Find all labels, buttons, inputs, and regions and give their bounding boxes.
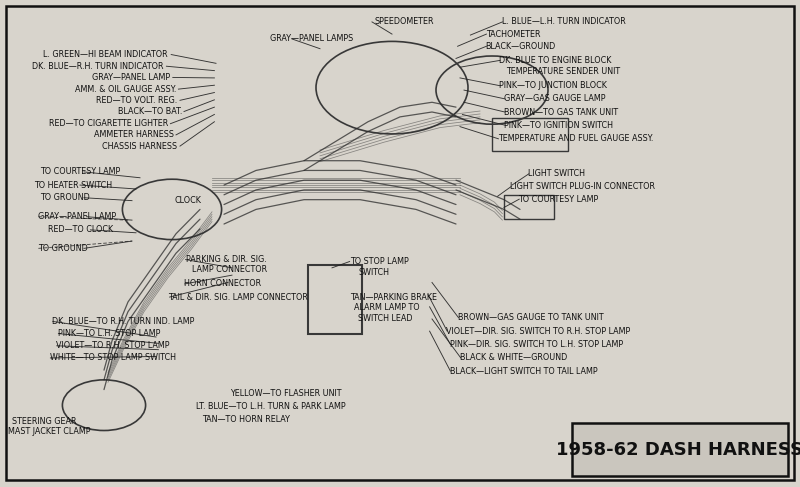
Text: TAN—PARKING BRAKE: TAN—PARKING BRAKE: [350, 293, 438, 301]
Text: LAMP CONNECTOR: LAMP CONNECTOR: [192, 265, 267, 274]
Text: SWITCH: SWITCH: [358, 268, 390, 277]
Text: RED—TO CLOCK: RED—TO CLOCK: [48, 225, 113, 234]
Text: TAN—TO HORN RELAY: TAN—TO HORN RELAY: [202, 415, 290, 424]
Text: VIOLET—TO R.H. STOP LAMP: VIOLET—TO R.H. STOP LAMP: [56, 341, 170, 350]
Text: GRAY—PANEL LAMP: GRAY—PANEL LAMP: [92, 73, 170, 82]
Text: DK. BLUE—R.H. TURN INDICATOR: DK. BLUE—R.H. TURN INDICATOR: [33, 62, 164, 71]
Bar: [492, 118, 568, 151]
Text: L. GREEN—HI BEAM INDICATOR: L. GREEN—HI BEAM INDICATOR: [43, 50, 168, 59]
Text: BROWN—GAS GAUGE TO TANK UNIT: BROWN—GAS GAUGE TO TANK UNIT: [458, 313, 603, 322]
Text: BLACK—TO BAT.: BLACK—TO BAT.: [118, 107, 182, 116]
Text: PINK—DIR. SIG. SWITCH TO L.H. STOP LAMP: PINK—DIR. SIG. SWITCH TO L.H. STOP LAMP: [450, 340, 622, 349]
Text: HORN CONNECTOR: HORN CONNECTOR: [184, 280, 261, 288]
Text: SPEEDOMETER: SPEEDOMETER: [374, 18, 434, 26]
Text: PINK—TO L.H. STOP LAMP: PINK—TO L.H. STOP LAMP: [58, 329, 160, 338]
Text: CHASSIS HARNESS: CHASSIS HARNESS: [102, 142, 178, 150]
Text: AMM. & OIL GAUGE ASSY.: AMM. & OIL GAUGE ASSY.: [74, 85, 176, 94]
Text: LT. BLUE—TO L.H. TURN & PARK LAMP: LT. BLUE—TO L.H. TURN & PARK LAMP: [196, 402, 346, 411]
Text: TAIL & DIR. SIG. LAMP CONNECTOR: TAIL & DIR. SIG. LAMP CONNECTOR: [168, 293, 308, 301]
Text: SWITCH LEAD: SWITCH LEAD: [358, 314, 412, 322]
Bar: [308, 265, 362, 334]
Text: AMMETER HARNESS: AMMETER HARNESS: [94, 131, 174, 139]
Text: CLOCK: CLOCK: [174, 196, 202, 205]
Text: TACHOMETER: TACHOMETER: [486, 30, 540, 38]
Text: MAST JACKET CLAMP: MAST JACKET CLAMP: [8, 428, 90, 436]
Text: TO STOP LAMP: TO STOP LAMP: [350, 257, 408, 266]
Text: TEMPERATURE SENDER UNIT: TEMPERATURE SENDER UNIT: [506, 67, 620, 75]
Text: WHITE—TO STOP LAMP SWITCH: WHITE—TO STOP LAMP SWITCH: [50, 354, 176, 362]
Text: BLACK & WHITE—GROUND: BLACK & WHITE—GROUND: [460, 354, 567, 362]
Text: PINK—TO JUNCTION BLOCK: PINK—TO JUNCTION BLOCK: [499, 81, 607, 90]
Text: LIGHT SWITCH: LIGHT SWITCH: [528, 169, 585, 178]
Bar: [504, 195, 554, 219]
Text: BROWN—TO GAS TANK UNIT: BROWN—TO GAS TANK UNIT: [504, 108, 618, 116]
Text: RED—TO VOLT. REG.: RED—TO VOLT. REG.: [96, 96, 178, 105]
Text: TO COURTESY LAMP: TO COURTESY LAMP: [40, 168, 120, 176]
Text: GRAY—PANEL LAMP: GRAY—PANEL LAMP: [38, 212, 117, 221]
Text: 1958-62 DASH HARNESS: 1958-62 DASH HARNESS: [557, 441, 800, 458]
Text: PARKING & DIR. SIG.: PARKING & DIR. SIG.: [186, 255, 266, 264]
Text: BLACK—LIGHT SWITCH TO TAIL LAMP: BLACK—LIGHT SWITCH TO TAIL LAMP: [450, 367, 598, 375]
Text: VIOLET—DIR. SIG. SWITCH TO R.H. STOP LAMP: VIOLET—DIR. SIG. SWITCH TO R.H. STOP LAM…: [446, 327, 630, 336]
Text: L. BLUE—L.H. TURN INDICATOR: L. BLUE—L.H. TURN INDICATOR: [502, 18, 626, 26]
Text: TO HEATER SWITCH: TO HEATER SWITCH: [34, 181, 113, 189]
Text: BLACK—GROUND: BLACK—GROUND: [486, 42, 556, 51]
Text: LIGHT SWITCH PLUG-IN CONNECTOR: LIGHT SWITCH PLUG-IN CONNECTOR: [510, 182, 655, 191]
Text: TO GROUND: TO GROUND: [40, 193, 90, 202]
Text: TEMPERATURE AND FUEL GAUGE ASSY.: TEMPERATURE AND FUEL GAUGE ASSY.: [498, 134, 653, 143]
Text: PINK—TO IGNITION SWITCH: PINK—TO IGNITION SWITCH: [504, 121, 613, 130]
Text: DK. BLUE—TO R.H. TURN IND. LAMP: DK. BLUE—TO R.H. TURN IND. LAMP: [52, 317, 194, 326]
Text: ALARM LAMP TO: ALARM LAMP TO: [354, 303, 420, 312]
Bar: [572, 423, 788, 476]
Text: TO GROUND: TO GROUND: [38, 244, 88, 253]
Text: TO COURTESY LAMP: TO COURTESY LAMP: [518, 195, 598, 204]
Text: GRAY—GAS GAUGE LAMP: GRAY—GAS GAUGE LAMP: [504, 94, 606, 103]
Text: GRAY—PANEL LAMPS: GRAY—PANEL LAMPS: [270, 35, 354, 43]
Text: YELLOW—TO FLASHER UNIT: YELLOW—TO FLASHER UNIT: [230, 389, 342, 397]
Text: RED—TO CIGARETTE LIGHTER: RED—TO CIGARETTE LIGHTER: [49, 119, 168, 128]
Text: DK. BLUE TO ENGINE BLOCK: DK. BLUE TO ENGINE BLOCK: [499, 56, 611, 65]
Text: STEERING GEAR: STEERING GEAR: [12, 417, 77, 426]
